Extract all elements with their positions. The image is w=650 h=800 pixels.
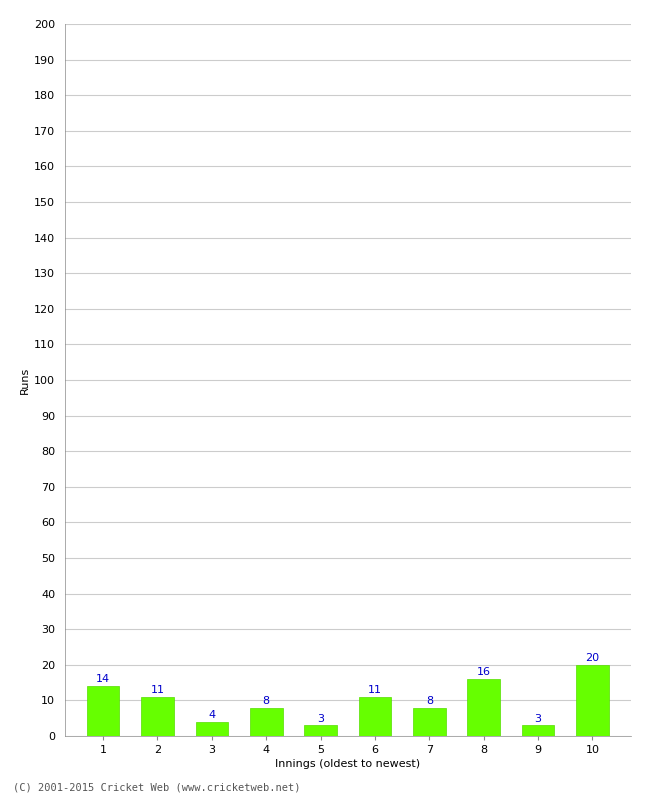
Text: 8: 8 bbox=[426, 696, 433, 706]
Text: (C) 2001-2015 Cricket Web (www.cricketweb.net): (C) 2001-2015 Cricket Web (www.cricketwe… bbox=[13, 782, 300, 792]
Bar bbox=[467, 679, 500, 736]
Bar bbox=[413, 707, 446, 736]
Text: 16: 16 bbox=[476, 667, 491, 678]
Y-axis label: Runs: Runs bbox=[20, 366, 30, 394]
Bar bbox=[86, 686, 120, 736]
Text: 11: 11 bbox=[368, 685, 382, 695]
Bar bbox=[359, 697, 391, 736]
Bar bbox=[250, 707, 283, 736]
Bar bbox=[141, 697, 174, 736]
Text: 20: 20 bbox=[586, 653, 599, 663]
Bar bbox=[196, 722, 228, 736]
Text: 3: 3 bbox=[534, 714, 541, 723]
Bar bbox=[304, 726, 337, 736]
X-axis label: Innings (oldest to newest): Innings (oldest to newest) bbox=[275, 759, 421, 769]
Bar bbox=[576, 665, 609, 736]
Text: 14: 14 bbox=[96, 674, 110, 684]
Bar bbox=[522, 726, 554, 736]
Text: 11: 11 bbox=[150, 685, 164, 695]
Text: 4: 4 bbox=[208, 710, 215, 720]
Text: 8: 8 bbox=[263, 696, 270, 706]
Text: 3: 3 bbox=[317, 714, 324, 723]
